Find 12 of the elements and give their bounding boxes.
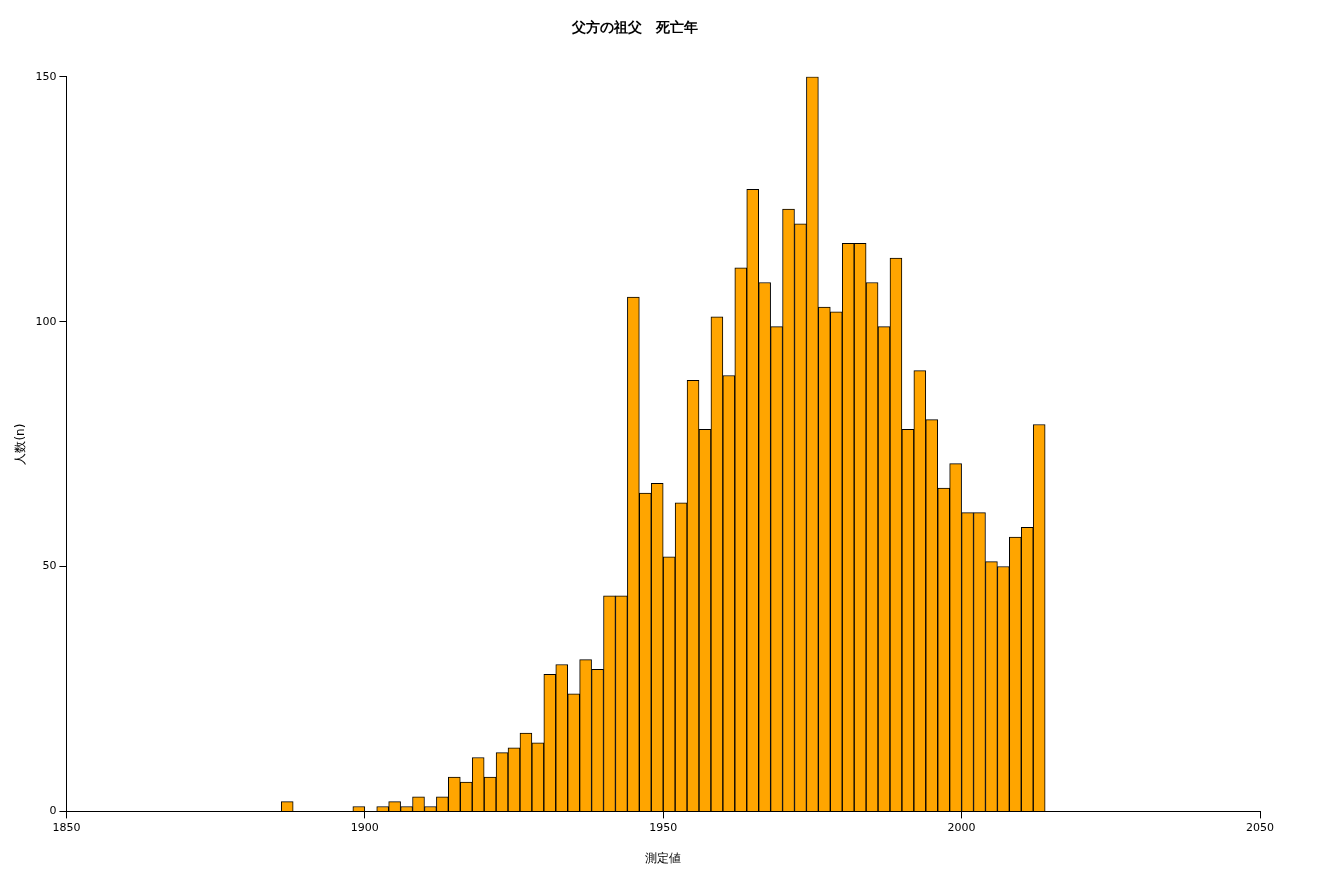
y-axis-title: 人数(n) bbox=[13, 423, 28, 465]
x-tick-label: 2000 bbox=[947, 820, 976, 834]
x-tick-label: 1900 bbox=[350, 820, 379, 834]
x-tick-label: 2050 bbox=[1246, 820, 1274, 834]
x-axis-title: 測定値 bbox=[645, 850, 682, 865]
y-tick-label: 100 bbox=[35, 314, 57, 328]
y-tick-label: 150 bbox=[35, 69, 57, 83]
y-tick-label: 50 bbox=[42, 559, 57, 573]
x-tick-label: 1950 bbox=[649, 820, 678, 834]
y-tick-label: 0 bbox=[49, 804, 57, 818]
chart-title: 父方の祖父 死亡年 bbox=[571, 19, 698, 36]
x-tick-label: 1850 bbox=[52, 820, 81, 834]
